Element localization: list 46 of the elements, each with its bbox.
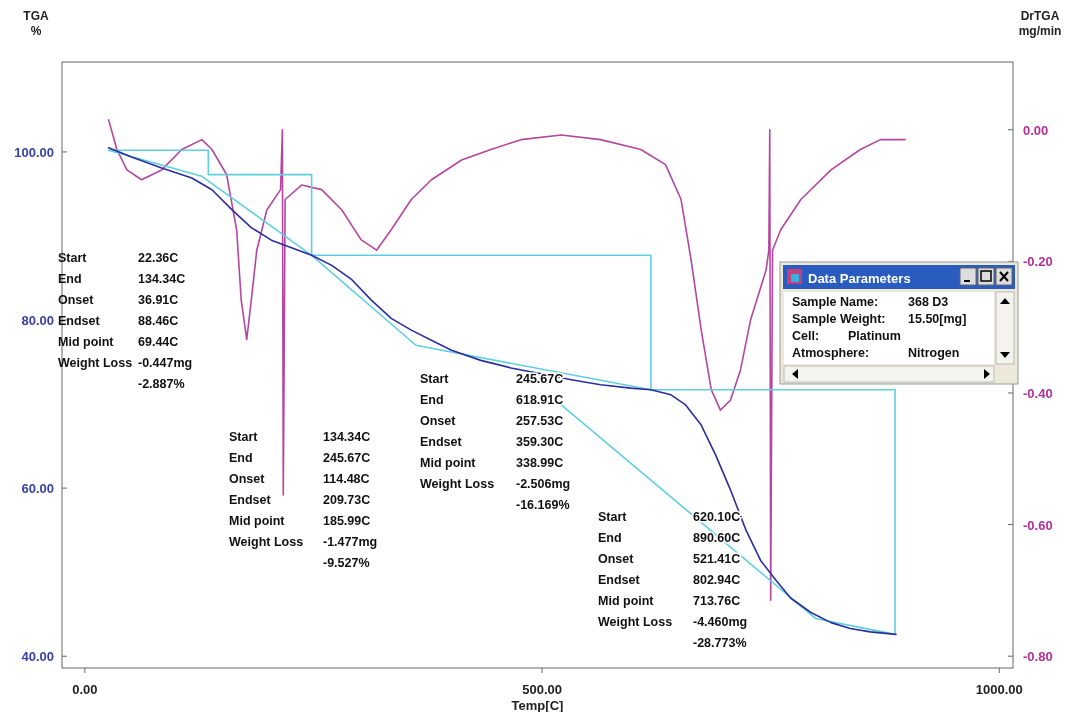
y-tick-label: 60.00 xyxy=(21,481,54,497)
text: Onset 257.53C xyxy=(420,414,564,428)
text: Cell: Platinum xyxy=(792,329,901,343)
x-tick-label: 500.00 xyxy=(522,682,562,697)
annotation: -2.887% xyxy=(138,377,185,391)
annotation: -28.773% xyxy=(693,636,747,650)
text: Mid point 185.99C xyxy=(229,514,371,528)
text: End 134.34C xyxy=(58,272,186,286)
text: Atmosphere: Nitrogen xyxy=(792,346,960,360)
text: Start 22.36C xyxy=(58,251,179,265)
text: End 245.67C xyxy=(229,451,371,465)
text: Mid point 713.76C xyxy=(598,594,741,608)
text: Endset 209.73C xyxy=(229,493,371,507)
x-tick-label: 1000.00 xyxy=(975,682,1023,697)
text: Start 134.34C xyxy=(229,430,371,444)
text: Onset 36.91C xyxy=(58,293,179,307)
text: Start 245.67C xyxy=(420,372,564,386)
text: Onset 114.48C xyxy=(229,472,370,486)
x-tick-label: 0.00 xyxy=(72,682,98,697)
y-tick-label: 40.00 xyxy=(21,649,54,665)
text: Sample Name: 368 D3 xyxy=(792,295,949,309)
text: Weight Loss -1.477mg xyxy=(229,535,378,549)
y2-tick-label: -0.80 xyxy=(1023,649,1053,665)
text: End 618.91C xyxy=(420,393,564,407)
annotation: Data Parameters xyxy=(808,271,911,286)
y2-tick-label: -0.40 xyxy=(1023,385,1053,401)
y-tick-label: 80.00 xyxy=(21,313,54,329)
annotation: Weight Loss -0.447mg xyxy=(58,356,193,370)
text: Sample Weight: 15.50[mg] xyxy=(792,312,967,326)
text: Onset 521.41C xyxy=(598,552,741,566)
text: Weight Loss -4.460mg xyxy=(598,615,748,629)
text: Weight Loss -2.506mg xyxy=(420,477,571,491)
x-axis-title: Temp[C] xyxy=(511,698,564,712)
y2-tick-label: -0.20 xyxy=(1023,254,1053,270)
annotation: -9.527% xyxy=(323,556,370,570)
text: Endset 802.94C xyxy=(598,573,741,587)
y2-axis-title: DrTGA mg/min xyxy=(1018,9,1062,38)
text: Mid point 69.44C xyxy=(58,335,179,349)
y-axis-title: TGA % xyxy=(23,9,49,38)
y2-tick-label: 0.00 xyxy=(1023,122,1049,138)
text: Endset 88.46C xyxy=(58,314,179,328)
y2-tick-label: -0.60 xyxy=(1023,517,1053,533)
text: Endset 359.30C xyxy=(420,435,564,449)
annotation: -16.169% xyxy=(516,498,570,512)
text: Mid point 338.99C xyxy=(420,456,564,470)
y-tick-label: 100.00 xyxy=(14,144,54,160)
